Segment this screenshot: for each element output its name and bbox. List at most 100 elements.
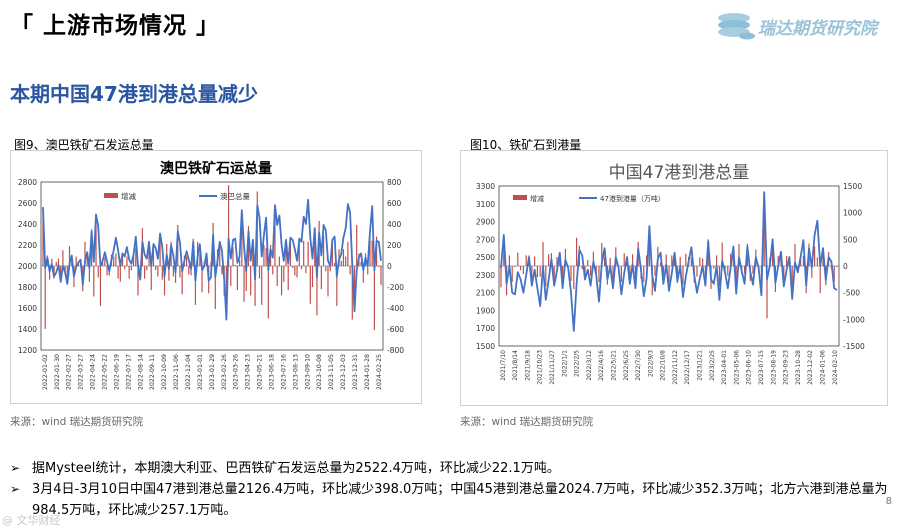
page-number: 8 <box>885 496 892 507</box>
x-tick-label: 2023-02-26 <box>221 354 228 390</box>
bar-change <box>88 266 90 282</box>
page-title: 「 上游市场情况 」 <box>10 13 221 39</box>
bullet-list: ➢ 据Mysteel统计，本期澳大利亚、巴西铁矿石发运总量为2522.4万吨，环… <box>10 458 890 521</box>
bar-change <box>106 266 108 276</box>
y-left-tick-label: 2900 <box>476 218 495 227</box>
bar-change <box>612 266 614 280</box>
bar-change <box>657 246 659 266</box>
bullet-item: ➢ 据Mysteel统计，本期澳大利亚、巴西铁矿石发运总量为2522.4万吨，环… <box>10 458 890 479</box>
bar-change <box>716 255 718 266</box>
x-tick-label: 2023-05-06 <box>733 350 740 385</box>
bar-change <box>64 266 66 273</box>
bar-change <box>833 266 835 282</box>
bar-change <box>179 266 181 278</box>
right-chart: 1500 1700 1900 2100 2300 2500 2700 2900 3100 3300… <box>460 150 888 406</box>
bar-change <box>274 213 276 266</box>
y-left-tick-label: 1700 <box>476 324 495 333</box>
bar-change <box>265 248 267 266</box>
y-right-tick-label: 400 <box>387 220 402 229</box>
y-right-tick-label: 0 <box>387 262 392 271</box>
x-tick-label: 2023-09-23 <box>783 350 790 385</box>
x-tick-label: 2023/1/21 <box>697 350 704 381</box>
bar-change <box>55 261 57 266</box>
bullet-item: ➢ 3月4日-3月10日中国47港到港总量2126.4万吨，环比减少398.0万… <box>10 479 890 521</box>
bar-change <box>99 266 102 306</box>
bar-change <box>336 266 338 306</box>
y-right-tick-label: 1000 <box>843 209 862 218</box>
bar-change <box>44 266 46 329</box>
bar-change <box>137 266 139 296</box>
bar-change <box>525 255 527 266</box>
y-left-tick-label: 1900 <box>476 306 495 315</box>
x-tick-label: 2022-01-02 <box>42 354 49 390</box>
bar-change <box>380 266 382 285</box>
bar-change <box>668 266 670 282</box>
bar-change <box>345 256 347 266</box>
bar-change <box>241 219 243 266</box>
bar-change <box>752 266 754 274</box>
bar-change <box>539 266 541 277</box>
bar-change <box>117 266 119 279</box>
bar-change <box>592 251 594 266</box>
bar-change <box>325 266 327 272</box>
x-tick-label: 2023-08-13 <box>292 354 299 390</box>
x-tick-label: 2022-12-04 <box>185 354 192 390</box>
arrow-bullet-icon: ➢ <box>10 482 21 496</box>
bar-change <box>93 266 95 297</box>
y-left-tick-label: 2800 <box>18 178 37 187</box>
y-right-tick-label: 600 <box>387 199 402 208</box>
bar-change <box>250 266 252 296</box>
bar-change <box>95 218 97 266</box>
bar-change <box>232 247 234 266</box>
legend-line-label: 澳巴总量 <box>220 191 250 201</box>
bar-change <box>292 266 294 269</box>
bullet-text: 据Mysteel统计，本期澳大利亚、巴西铁矿石发运总量为2522.4万吨，环比减… <box>32 461 560 476</box>
bar-change <box>648 234 650 266</box>
bar-change <box>816 257 818 266</box>
bar-change <box>190 266 192 276</box>
bar-change <box>369 231 371 266</box>
x-tick-label: 2022/1/1 <box>561 350 568 377</box>
bar-change <box>245 266 247 292</box>
bar-change <box>91 229 93 266</box>
bar-change <box>665 254 667 266</box>
bar-change <box>508 255 510 266</box>
x-tick-label: 2022-06-19 <box>113 354 120 390</box>
bar-change <box>230 266 232 286</box>
y-right-tick-label: -800 <box>387 346 404 355</box>
bar-change <box>132 256 135 266</box>
bar-change <box>545 266 547 287</box>
bar-change <box>287 266 289 291</box>
x-tick-label: 2024-01-06 <box>820 350 827 385</box>
bar-change <box>730 253 732 266</box>
bar-change <box>634 266 636 281</box>
bar-change <box>152 243 155 266</box>
bar-change <box>168 266 170 281</box>
bar-change <box>570 266 572 281</box>
bar-change <box>651 266 653 296</box>
bar-change <box>786 255 788 266</box>
x-tick-label: 2022/9/3 <box>647 350 654 377</box>
bar-change <box>360 261 362 266</box>
x-tick-label: 2023-07-15 <box>758 350 765 385</box>
x-tick-label: 2024-02-10 <box>832 350 839 385</box>
bar-change <box>146 266 148 271</box>
bar-change <box>263 245 265 266</box>
bar-change <box>590 266 592 276</box>
y-right-tick-label: -600 <box>387 325 404 334</box>
bar-change <box>51 258 53 266</box>
y-left-tick-label: 2600 <box>18 199 37 208</box>
bar-change <box>144 266 146 279</box>
y-left-tick-label: 1400 <box>18 325 37 334</box>
left-chart-svg: 120014001600180020002200240026002800-800… <box>18 160 404 390</box>
bar-change <box>280 266 283 296</box>
x-tick-label: 2022-10-09 <box>161 354 168 390</box>
bar-change <box>791 266 793 292</box>
bar-change <box>646 255 648 266</box>
bar-change <box>305 266 307 274</box>
bar-change <box>378 266 380 268</box>
bar-change <box>311 266 314 287</box>
x-tick-label: 2023-12-03 <box>340 354 347 390</box>
bar-change <box>75 256 77 266</box>
bar-change <box>727 266 729 276</box>
